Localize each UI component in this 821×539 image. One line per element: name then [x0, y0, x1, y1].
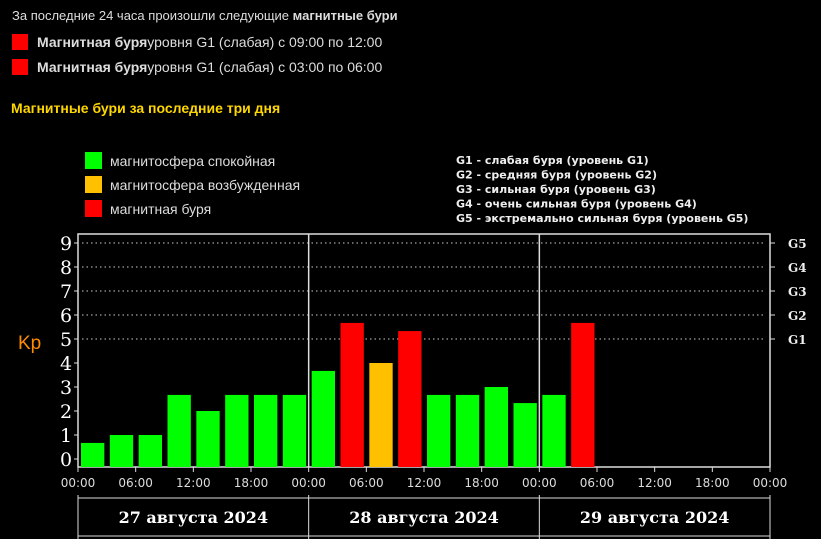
- y-tick-label: 6: [60, 305, 72, 327]
- bar: [513, 403, 537, 467]
- bar: [225, 394, 249, 467]
- day-label: 29 августа 2024: [580, 508, 730, 527]
- g-legend-item: G2 - средняя буря (уровень G2): [456, 169, 657, 182]
- bar: [254, 394, 278, 467]
- x-tick-label: 18:00: [695, 476, 730, 490]
- bar: [311, 370, 335, 467]
- storm-text: уровня G1 (слабая) с 09:00 по 12:00: [147, 34, 383, 50]
- bar: [571, 322, 595, 467]
- legend-label: магнитная буря: [110, 201, 211, 217]
- x-tick-label: 18:00: [464, 476, 499, 490]
- bar: [282, 394, 307, 467]
- x-tick-label: 12:00: [637, 476, 672, 490]
- bar: [398, 331, 422, 467]
- x-tick-label: 00:00: [61, 476, 96, 490]
- legend-label: магнитосфера возбужденная: [110, 177, 300, 193]
- bar: [455, 394, 480, 467]
- bar: [167, 394, 191, 467]
- legend-label: магнитосфера спокойная: [110, 153, 275, 169]
- g-level-label: G5: [788, 237, 807, 251]
- storm-item: Магнитная буря уровня G1 (слабая) с 09:0…: [12, 34, 382, 50]
- x-tick-label: 12:00: [176, 476, 211, 490]
- intro-text: За последние 24 часа произошли следующие…: [12, 8, 398, 23]
- y-tick-label: 7: [60, 281, 72, 303]
- bar: [138, 435, 162, 467]
- bar: [109, 435, 134, 467]
- g-legend-item: G1 - слабая буря (уровень G1): [456, 154, 649, 167]
- section-title: Магнитные бури за последние три дня: [11, 100, 281, 116]
- y-tick-label: 8: [60, 257, 72, 279]
- g-level-label: G3: [788, 285, 807, 299]
- storm-bold: Магнитная буря: [37, 34, 148, 50]
- y-tick-label: 2: [60, 401, 72, 423]
- legend-swatch: [85, 152, 102, 169]
- intro-plain: За последние 24 часа произошли следующие: [12, 8, 293, 23]
- day-label: 27 августа 2024: [119, 508, 269, 527]
- x-tick-label: 18:00: [234, 476, 269, 490]
- g-legend-item: G3 - сильная буря (уровень G3): [456, 183, 656, 196]
- y-tick-label: 5: [60, 329, 72, 351]
- y-tick-label: 1: [60, 425, 72, 447]
- g-level-label: G2: [788, 309, 807, 323]
- bar: [484, 387, 508, 467]
- legend-swatch: [85, 176, 102, 193]
- x-tick-label: 00:00: [753, 476, 788, 490]
- y-tick-label: 4: [60, 353, 72, 375]
- y-axis-label: Kp: [18, 333, 41, 354]
- g-legend-item: G5 - экстремально сильная буря (уровень …: [456, 212, 748, 225]
- bar: [340, 322, 364, 467]
- legend-swatch: [85, 200, 102, 217]
- storm-item: Магнитная буря уровня G1 (слабая) с 03:0…: [12, 59, 382, 75]
- g-level-label: G1: [788, 333, 807, 347]
- bar: [81, 442, 105, 467]
- day-label: 28 августа 2024: [349, 508, 499, 527]
- y-tick-label: 3: [60, 377, 72, 399]
- storm-bold: Магнитная буря: [37, 59, 148, 75]
- storm-marker-icon: [12, 34, 28, 50]
- x-tick-label: 00:00: [522, 476, 557, 490]
- y-tick-label: 0: [60, 449, 72, 471]
- x-tick-label: 12:00: [407, 476, 442, 490]
- intro-bold: магнитные бури: [292, 8, 398, 23]
- bar: [369, 363, 393, 467]
- x-tick-label: 00:00: [291, 476, 326, 490]
- x-tick-label: 06:00: [118, 476, 153, 490]
- storm-marker-icon: [12, 59, 28, 75]
- bar: [196, 411, 220, 467]
- x-tick-label: 06:00: [349, 476, 384, 490]
- g-level-label: G4: [788, 261, 807, 275]
- x-tick-label: 06:00: [580, 476, 615, 490]
- g-legend-item: G4 - очень сильная буря (уровень G4): [456, 198, 697, 211]
- y-tick-label: 9: [60, 233, 72, 255]
- bar: [542, 394, 566, 467]
- bar: [427, 394, 451, 467]
- storm-text: уровня G1 (слабая) с 03:00 по 06:00: [147, 59, 383, 75]
